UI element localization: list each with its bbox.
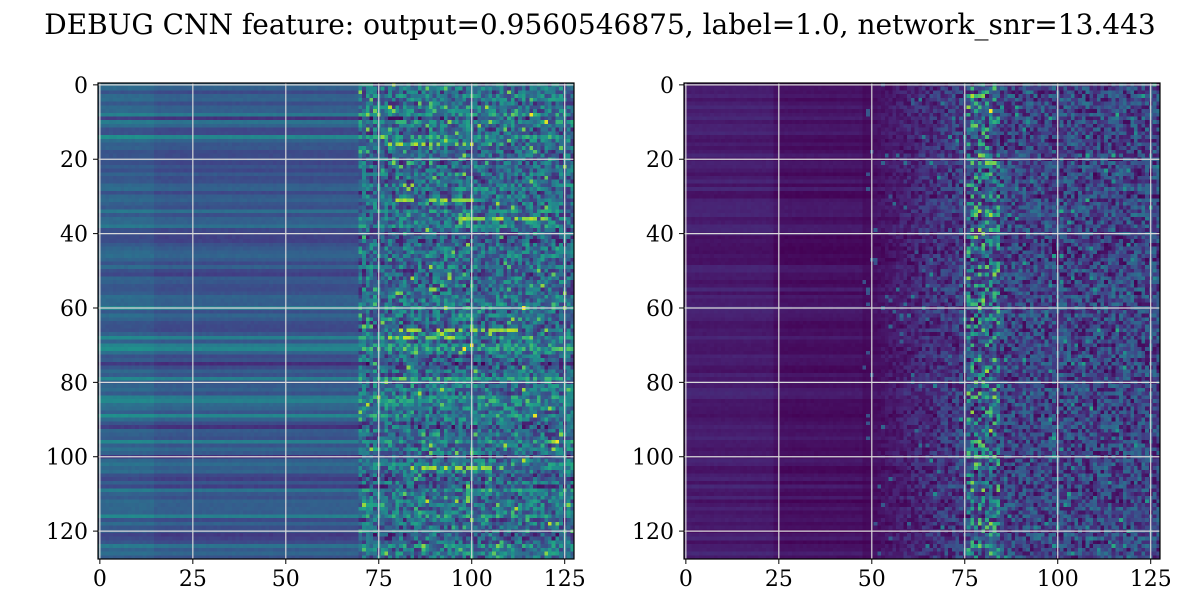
x-tick-label: 125 — [1130, 567, 1172, 592]
x-tick-label: 0 — [679, 567, 693, 592]
y-tick-label: 60 — [60, 297, 88, 322]
y-tick-label: 0 — [74, 74, 88, 99]
x-tick-label: 50 — [858, 567, 886, 592]
y-tick-label: 60 — [646, 297, 674, 322]
y-tick-label: 120 — [46, 520, 88, 545]
y-tick-label: 0 — [660, 74, 674, 99]
heatmap-panel-left: 0 25 50 75 100 125 0 20 40 60 80 100 120 — [46, 74, 586, 592]
y-tick-label: 120 — [632, 520, 674, 545]
y-tick-label: 100 — [46, 446, 88, 471]
x-tick-label: 50 — [272, 567, 300, 592]
y-tick-label: 40 — [646, 223, 674, 248]
y-tick-label: 20 — [60, 148, 88, 173]
x-tick-label: 100 — [1037, 567, 1079, 592]
figure-title: DEBUG CNN feature: output=0.9560546875, … — [44, 8, 1155, 41]
heatmap-image — [684, 83, 1160, 559]
y-tick-label: 80 — [60, 371, 88, 396]
x-tick-label: 125 — [544, 567, 586, 592]
x-tick-label: 0 — [93, 567, 107, 592]
x-tick-label: 100 — [451, 567, 493, 592]
y-tick-label: 100 — [632, 446, 674, 471]
x-tick-label: 25 — [765, 567, 793, 592]
x-tick-label: 75 — [951, 567, 979, 592]
y-tick-label: 80 — [646, 371, 674, 396]
heatmap-panel-right: 0 25 50 75 100 125 0 20 40 60 80 100 120 — [632, 74, 1172, 592]
axes-frame — [683, 82, 1161, 560]
axes-frame — [97, 82, 575, 560]
x-tick-label: 25 — [179, 567, 207, 592]
y-tick-label: 40 — [60, 223, 88, 248]
x-tick-label: 75 — [365, 567, 393, 592]
heatmap-image — [98, 83, 574, 559]
y-tick-label: 20 — [646, 148, 674, 173]
